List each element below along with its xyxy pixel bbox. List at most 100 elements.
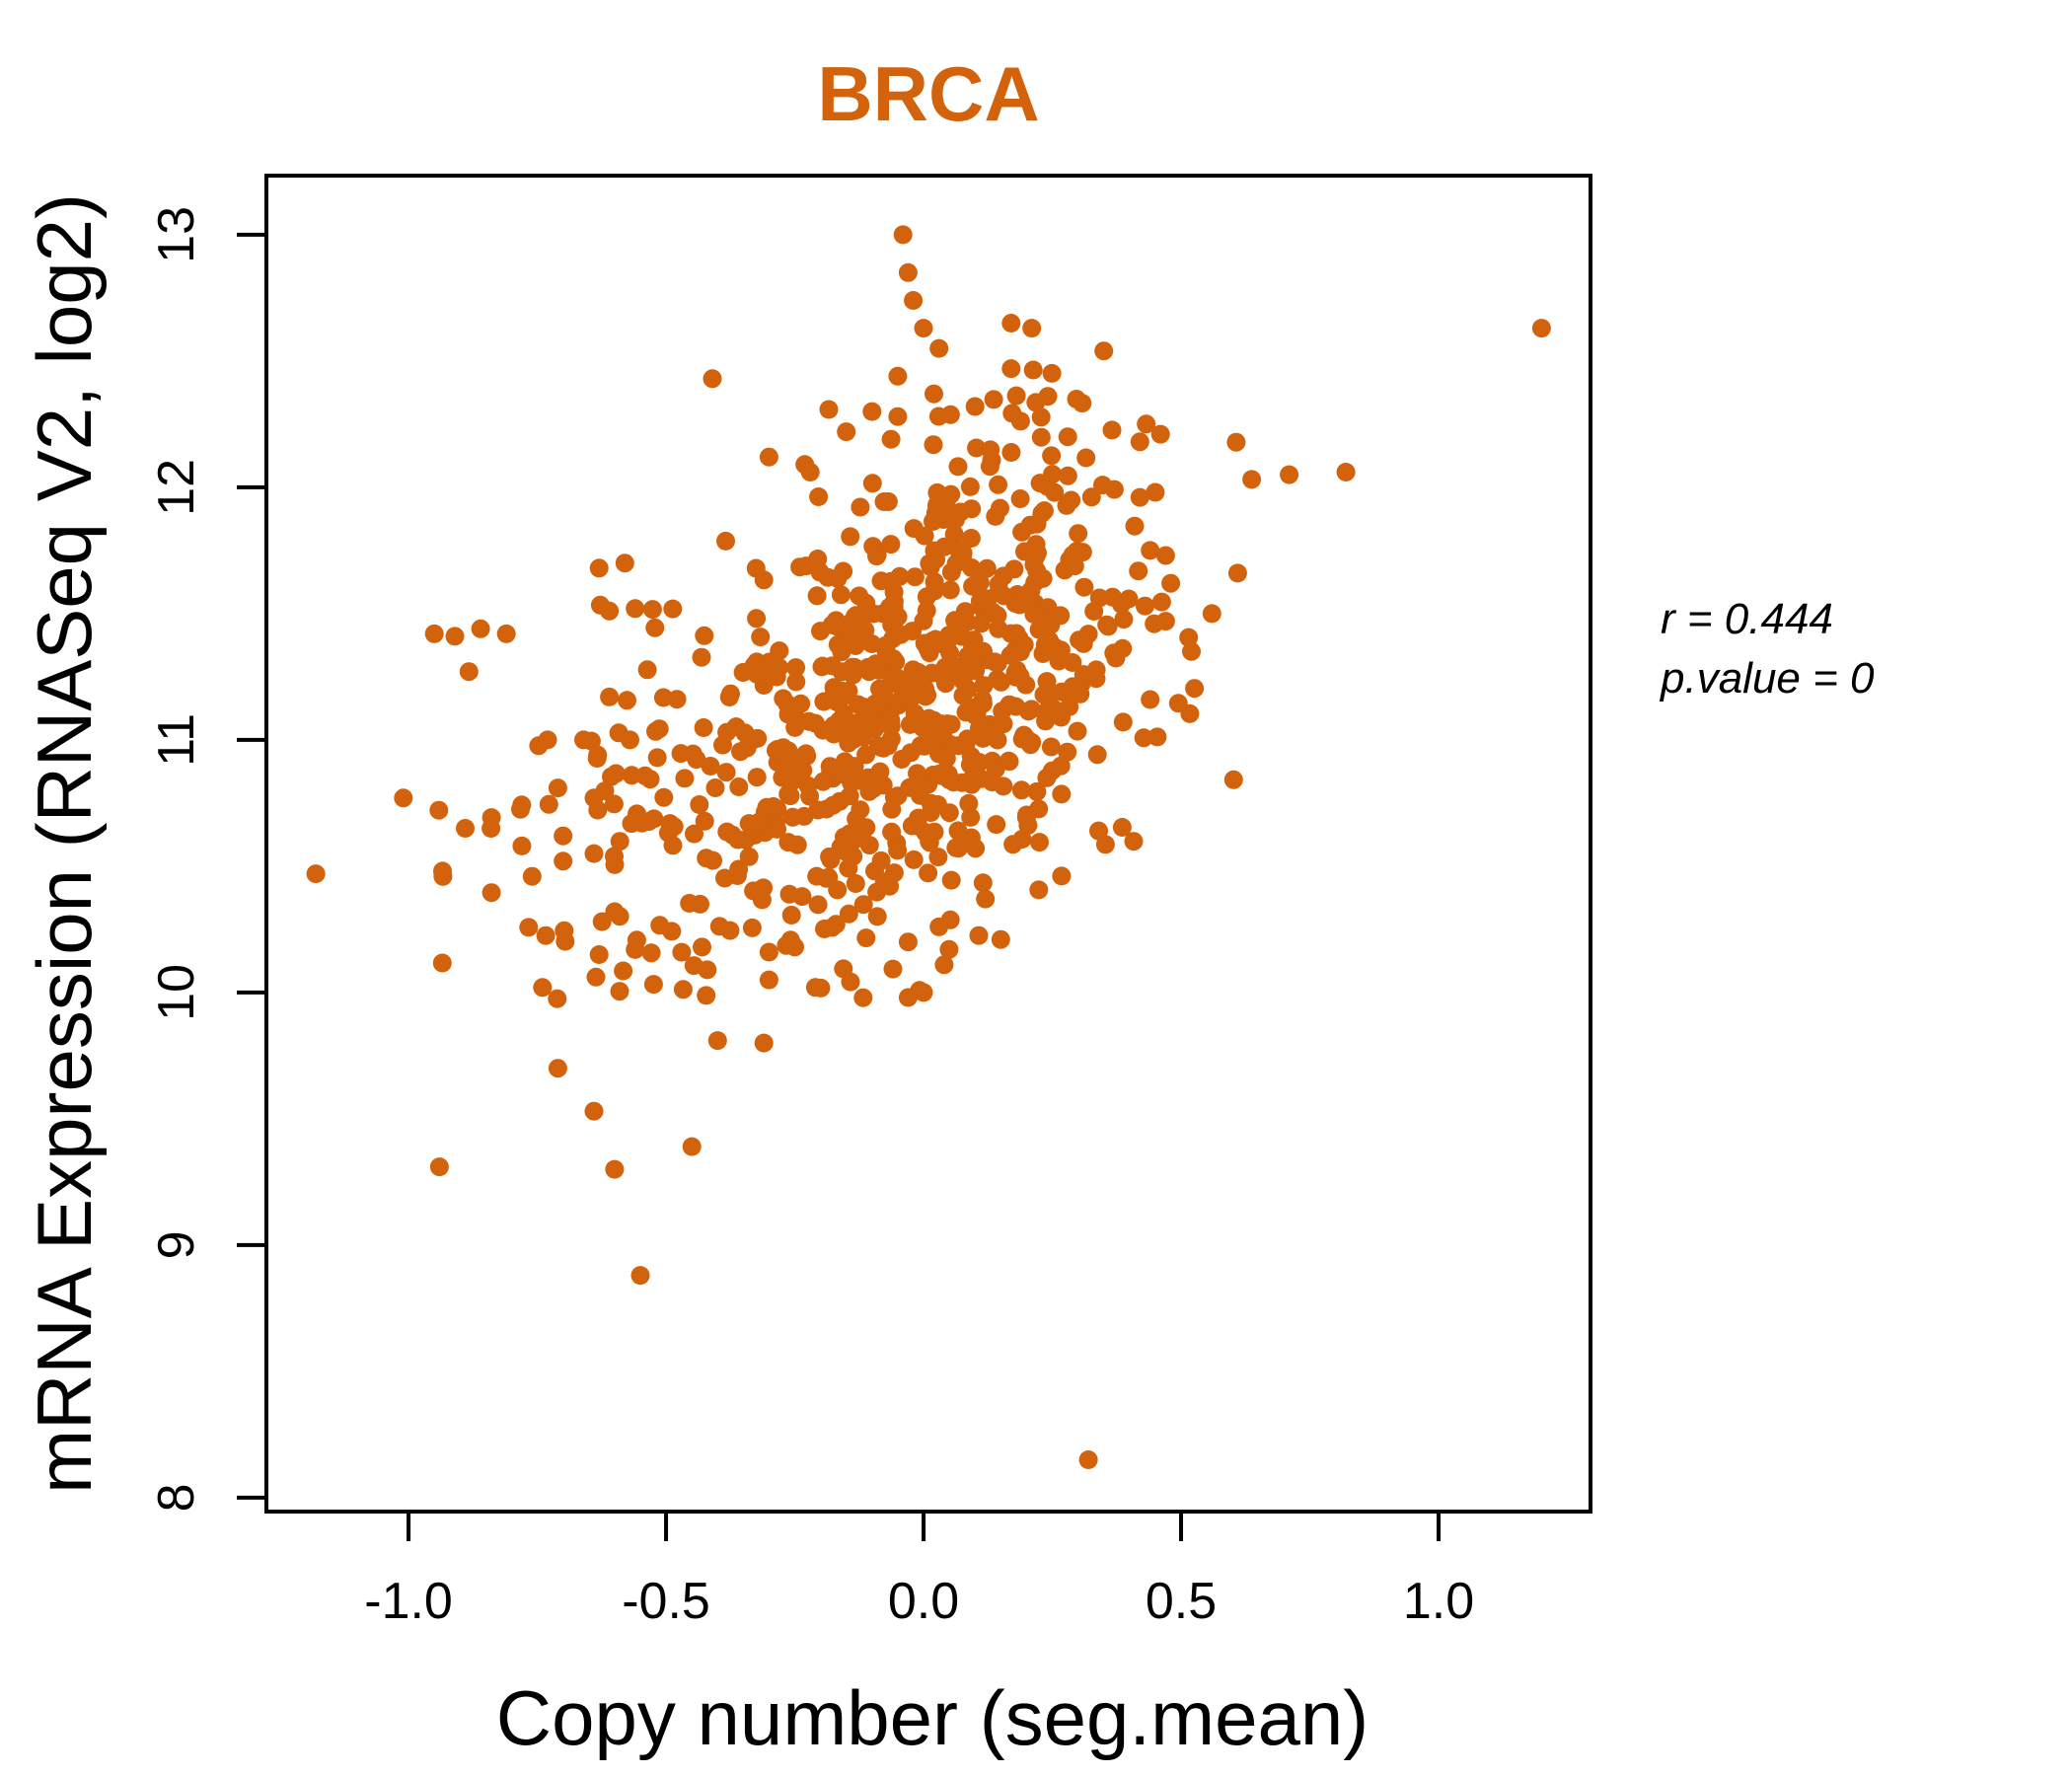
data-point xyxy=(967,438,987,458)
data-point xyxy=(825,688,845,707)
data-point xyxy=(938,765,958,784)
data-point xyxy=(1102,420,1122,440)
data-point xyxy=(904,291,924,310)
data-point xyxy=(1012,522,1032,542)
x-tick-label: 0.0 xyxy=(888,1573,959,1630)
data-point xyxy=(993,702,1012,721)
plot-border xyxy=(264,174,1592,1514)
data-point xyxy=(919,863,938,883)
data-point xyxy=(618,691,636,710)
data-point xyxy=(1531,319,1551,338)
data-point xyxy=(953,671,973,691)
data-point xyxy=(966,839,986,858)
data-point xyxy=(856,928,876,948)
data-point xyxy=(929,338,949,358)
data-point xyxy=(946,554,966,573)
data-point xyxy=(1089,821,1108,841)
data-point xyxy=(915,736,934,756)
data-point xyxy=(1155,612,1175,631)
data-point xyxy=(940,580,960,600)
data-point xyxy=(888,407,908,426)
data-point xyxy=(853,820,873,840)
data-point xyxy=(1104,480,1124,499)
data-point xyxy=(800,786,820,806)
data-point xyxy=(908,676,927,696)
data-point xyxy=(881,535,901,555)
data-point xyxy=(1182,641,1201,661)
data-point xyxy=(940,505,960,525)
data-point xyxy=(519,918,539,937)
data-point xyxy=(736,830,756,850)
data-point xyxy=(433,866,453,886)
data-point xyxy=(787,835,807,854)
data-point xyxy=(828,568,848,588)
data-point xyxy=(429,1157,449,1177)
data-point xyxy=(554,851,573,871)
data-point xyxy=(807,586,827,606)
data-point xyxy=(813,772,833,791)
data-point xyxy=(626,939,645,959)
data-point xyxy=(605,902,625,922)
data-point xyxy=(982,723,1001,743)
data-point xyxy=(865,694,885,713)
data-point xyxy=(742,918,762,937)
data-point xyxy=(695,811,714,831)
data-point xyxy=(747,609,767,629)
data-point xyxy=(1058,427,1077,447)
data-point xyxy=(692,647,711,667)
y-tick-label: 8 xyxy=(148,1483,205,1512)
data-point xyxy=(1058,466,1077,485)
data-point xyxy=(1051,756,1071,776)
data-point xyxy=(713,735,732,755)
data-point xyxy=(747,768,767,787)
data-point xyxy=(1155,546,1175,565)
data-point xyxy=(614,961,633,981)
data-point xyxy=(539,794,558,814)
data-point xyxy=(785,717,805,737)
data-point xyxy=(715,868,734,888)
data-point xyxy=(904,850,924,869)
data-point xyxy=(961,529,981,548)
data-point xyxy=(654,787,674,807)
data-point xyxy=(862,474,882,493)
data-point xyxy=(424,624,444,643)
data-point xyxy=(600,601,620,621)
data-point xyxy=(512,836,532,855)
data-point xyxy=(835,827,853,847)
data-point xyxy=(1227,563,1247,583)
data-point xyxy=(962,499,982,519)
data-point xyxy=(1021,700,1041,719)
data-point xyxy=(1103,587,1123,607)
data-point xyxy=(924,512,942,531)
data-point xyxy=(705,778,725,797)
data-point xyxy=(533,978,553,998)
data-point xyxy=(759,447,778,467)
data-point xyxy=(957,613,977,631)
data-point xyxy=(819,400,839,419)
data-point xyxy=(927,495,947,515)
data-point xyxy=(941,870,961,890)
data-point xyxy=(1031,407,1051,427)
data-point xyxy=(871,571,891,591)
data-point xyxy=(822,656,842,676)
data-point xyxy=(871,851,891,870)
data-point xyxy=(1052,866,1072,886)
data-point xyxy=(1134,728,1153,748)
data-point xyxy=(1065,556,1084,576)
data-point xyxy=(650,916,670,935)
data-point xyxy=(673,980,693,999)
data-point xyxy=(574,730,593,750)
data-point xyxy=(880,876,900,896)
data-point xyxy=(978,589,998,609)
data-point xyxy=(1113,712,1133,732)
data-point xyxy=(1124,832,1144,851)
data-point xyxy=(1006,386,1026,406)
data-point xyxy=(1001,443,1021,462)
data-point xyxy=(1026,393,1046,412)
data-point xyxy=(837,422,856,442)
data-point xyxy=(881,729,901,749)
data-point xyxy=(751,628,771,647)
data-point xyxy=(992,672,1011,692)
data-point xyxy=(967,698,987,716)
data-point xyxy=(522,866,542,886)
